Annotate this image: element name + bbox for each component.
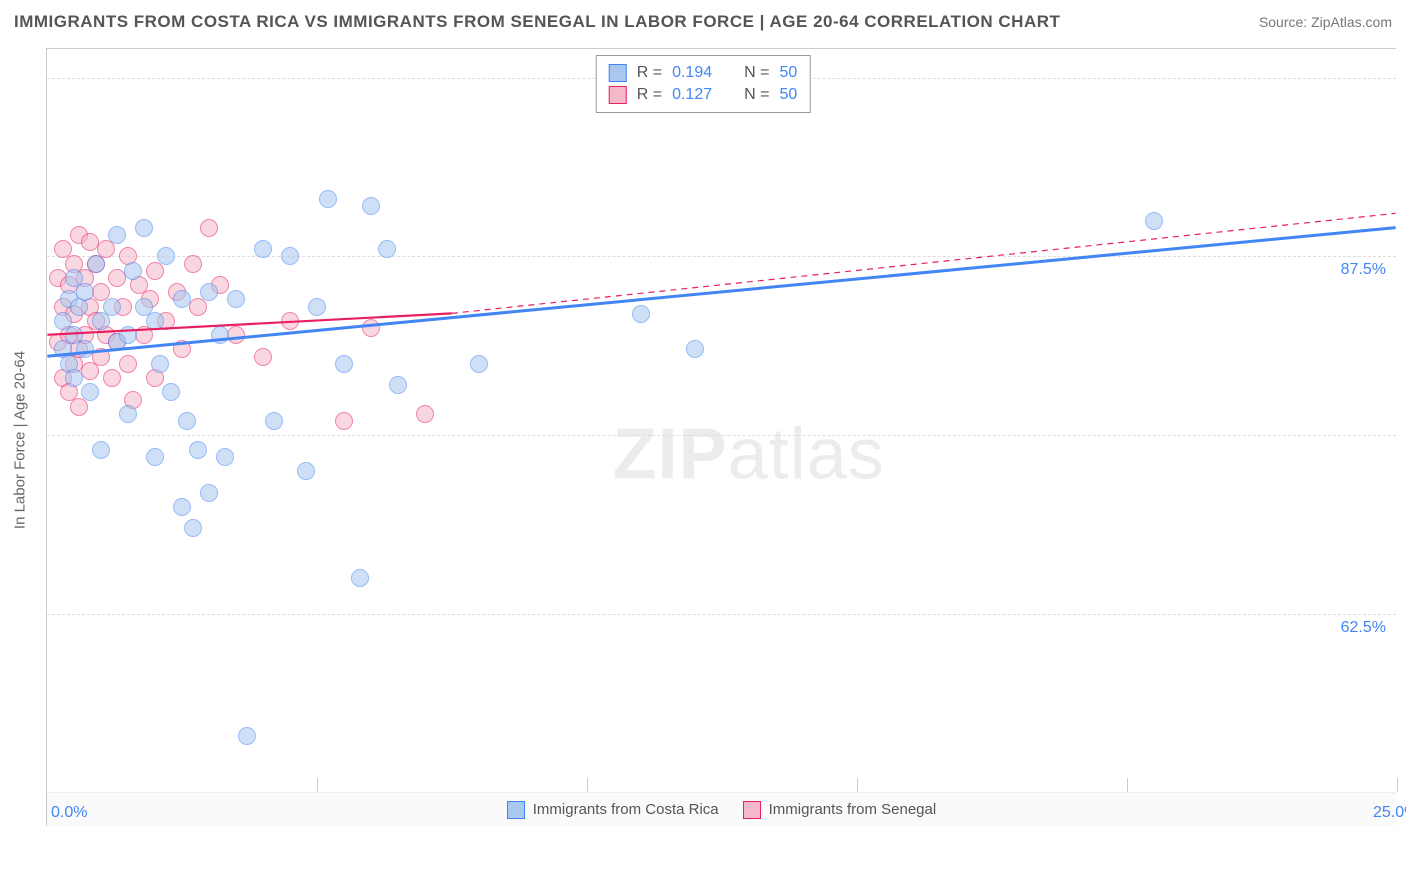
data-point-costa-rica [335, 355, 353, 373]
legend-item-costa-rica: Immigrants from Costa Rica [507, 801, 719, 819]
data-point-senegal [173, 340, 191, 358]
legend-label-costa-rica: Immigrants from Costa Rica [533, 801, 719, 818]
data-point-costa-rica [162, 383, 180, 401]
x-tick-mark [1397, 778, 1398, 792]
trend-line [47, 228, 1395, 357]
plot-area: ZIPatlas Immigrants from Costa Rica Immi… [46, 48, 1396, 826]
data-point-costa-rica [216, 448, 234, 466]
data-point-senegal [184, 255, 202, 273]
x-tick-label: 25.0% [1373, 804, 1406, 822]
data-point-costa-rica [281, 247, 299, 265]
data-point-senegal [103, 369, 121, 387]
legend-item-senegal: Immigrants from Senegal [743, 801, 937, 819]
data-point-senegal [362, 319, 380, 337]
data-point-costa-rica [632, 305, 650, 323]
data-point-senegal [254, 348, 272, 366]
x-tick-mark [587, 778, 588, 792]
data-point-costa-rica [178, 412, 196, 430]
data-point-costa-rica [238, 727, 256, 745]
chart-title: IMMIGRANTS FROM COSTA RICA VS IMMIGRANTS… [14, 12, 1060, 32]
data-point-costa-rica [103, 298, 121, 316]
chart-container: IMMIGRANTS FROM COSTA RICA VS IMMIGRANTS… [0, 0, 1406, 892]
r-value-costa-rica: 0.194 [672, 64, 712, 82]
data-point-costa-rica [108, 226, 126, 244]
data-point-senegal [281, 312, 299, 330]
data-point-costa-rica [119, 326, 137, 344]
data-point-costa-rica [308, 298, 326, 316]
data-point-costa-rica [157, 247, 175, 265]
data-point-costa-rica [173, 290, 191, 308]
data-point-costa-rica [470, 355, 488, 373]
n-value-costa-rica: 50 [779, 64, 797, 82]
data-point-senegal [227, 326, 245, 344]
data-point-costa-rica [200, 484, 218, 502]
source-attribution: Source: ZipAtlas.com [1259, 14, 1392, 30]
swatch-costa-rica-small [609, 64, 627, 82]
data-point-costa-rica [151, 355, 169, 373]
data-point-costa-rica [351, 569, 369, 587]
data-point-costa-rica [1145, 212, 1163, 230]
data-point-senegal [119, 355, 137, 373]
data-point-costa-rica [92, 441, 110, 459]
data-point-costa-rica [254, 240, 272, 258]
x-tick-mark [317, 778, 318, 792]
data-point-costa-rica [65, 369, 83, 387]
data-point-costa-rica [362, 197, 380, 215]
data-point-senegal [416, 405, 434, 423]
grid-line-horizontal [47, 614, 1396, 615]
data-point-costa-rica [119, 405, 137, 423]
r-value-senegal: 0.127 [672, 86, 712, 104]
trend-line [452, 213, 1396, 313]
correlation-legend: R = 0.194 N = 50 R = 0.127 N = 50 [596, 55, 811, 113]
x-tick-mark [857, 778, 858, 792]
corr-row-senegal: R = 0.127 N = 50 [609, 84, 798, 106]
data-point-costa-rica [124, 262, 142, 280]
x-tick-label: 0.0% [51, 804, 87, 822]
data-point-costa-rica [189, 441, 207, 459]
title-bar: IMMIGRANTS FROM COSTA RICA VS IMMIGRANTS… [0, 0, 1406, 44]
swatch-senegal-small [609, 86, 627, 104]
data-point-costa-rica [146, 312, 164, 330]
data-point-costa-rica [297, 462, 315, 480]
grid-line-horizontal [47, 256, 1396, 257]
data-point-costa-rica [389, 376, 407, 394]
data-point-costa-rica [227, 290, 245, 308]
data-point-senegal [92, 348, 110, 366]
data-point-costa-rica [135, 219, 153, 237]
data-point-costa-rica [173, 498, 191, 516]
bottom-legend: Immigrants from Costa Rica Immigrants fr… [47, 792, 1396, 826]
x-tick-mark [1127, 778, 1128, 792]
y-tick-label: 62.5% [1341, 619, 1386, 637]
data-point-costa-rica [76, 283, 94, 301]
swatch-costa-rica [507, 801, 525, 819]
n-value-senegal: 50 [779, 86, 797, 104]
swatch-senegal [743, 801, 761, 819]
corr-row-costa-rica: R = 0.194 N = 50 [609, 62, 798, 84]
legend-label-senegal: Immigrants from Senegal [769, 801, 937, 818]
data-point-costa-rica [200, 283, 218, 301]
y-axis-label: In Labor Force | Age 20-64 [12, 351, 29, 529]
y-tick-label: 87.5% [1341, 261, 1386, 279]
data-point-costa-rica [87, 255, 105, 273]
data-point-costa-rica [146, 448, 164, 466]
data-point-costa-rica [686, 340, 704, 358]
data-point-senegal [335, 412, 353, 430]
data-point-costa-rica [319, 190, 337, 208]
data-point-costa-rica [265, 412, 283, 430]
data-point-costa-rica [76, 340, 94, 358]
data-point-senegal [200, 219, 218, 237]
data-point-costa-rica [81, 383, 99, 401]
watermark: ZIPatlas [613, 413, 885, 495]
data-point-costa-rica [184, 519, 202, 537]
data-point-costa-rica [211, 326, 229, 344]
data-point-costa-rica [378, 240, 396, 258]
